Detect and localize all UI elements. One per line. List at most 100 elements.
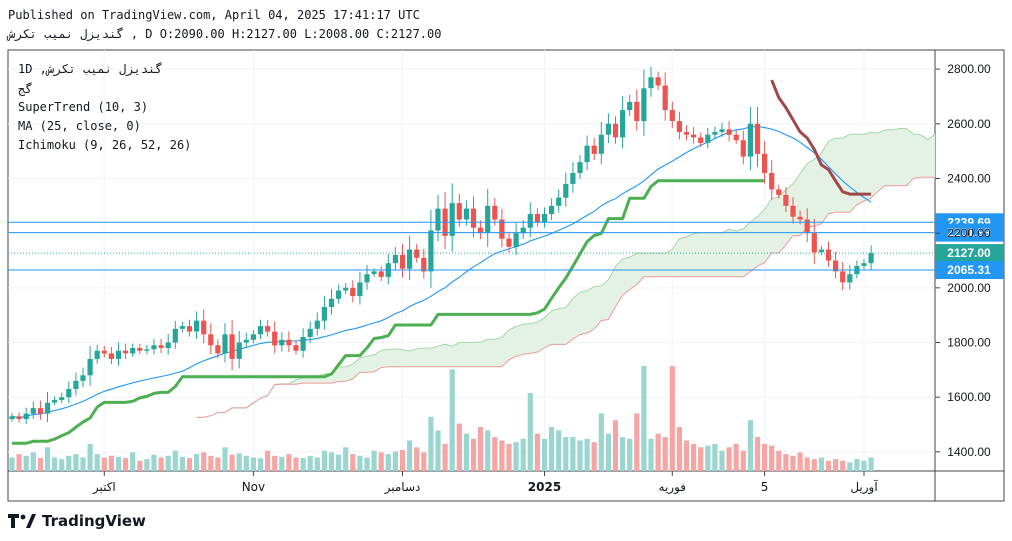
candle-body <box>776 189 782 195</box>
candle-body <box>378 271 384 277</box>
volume-bar <box>73 454 79 471</box>
volume-bar <box>293 457 299 471</box>
volume-bar <box>222 447 228 471</box>
candle-body <box>229 334 235 359</box>
candle-body <box>52 399 58 403</box>
candle-body <box>357 282 363 297</box>
candle-body <box>747 123 753 157</box>
candle-body <box>66 389 72 398</box>
volume-bar <box>818 457 824 471</box>
time-axis[interactable]: اکتبر Nov دسامبر 2025 فوریه 5 آوریل <box>92 471 878 495</box>
candle-body <box>833 260 839 272</box>
candle-body <box>499 219 505 239</box>
horizontal-price-lines <box>8 221 935 271</box>
volume-bar <box>286 454 292 471</box>
volume-bar <box>570 437 576 471</box>
candle-body <box>811 233 817 253</box>
volume-bar <box>123 458 129 471</box>
volume-bar <box>676 427 682 471</box>
volume-bar <box>747 420 753 471</box>
tradingview-logo-icon <box>8 514 36 528</box>
candle-body <box>165 342 171 348</box>
volume-bar <box>769 445 775 471</box>
volume-bar <box>648 438 654 471</box>
candle-body <box>478 227 484 234</box>
candle-body <box>513 233 519 247</box>
volume-bar <box>392 451 398 471</box>
candle-body <box>172 328 178 343</box>
volume-bar <box>37 458 43 471</box>
volume-bar <box>584 438 590 471</box>
candle-body <box>144 349 150 351</box>
candle-body <box>804 219 810 234</box>
volume-bar <box>776 450 782 471</box>
candle-body <box>59 397 65 400</box>
volume-bar <box>499 440 505 471</box>
volume-bar <box>840 460 846 471</box>
candle-body <box>208 334 214 346</box>
volume-bar <box>683 440 690 471</box>
tradingview-logo[interactable]: TradingView <box>8 512 146 530</box>
volume-bar <box>336 454 342 471</box>
volume-bar <box>399 450 406 471</box>
supertrend-line <box>12 79 872 445</box>
candle-body <box>527 214 533 228</box>
candle-body <box>648 77 654 89</box>
candle-body <box>371 271 377 275</box>
volume-bar <box>527 393 533 471</box>
volume-bar <box>421 452 427 471</box>
candle-body <box>641 88 647 122</box>
volume-bar <box>506 443 512 471</box>
volume-bar <box>172 450 178 471</box>
candle-body <box>73 380 79 389</box>
candle-body <box>123 350 129 354</box>
candle-body <box>399 255 406 269</box>
candle-body <box>336 290 342 299</box>
y-tick-label: 1600.00 <box>947 390 991 404</box>
candle-body <box>449 203 455 236</box>
volume-bar <box>179 456 185 471</box>
candle-body <box>158 345 164 348</box>
candle-body <box>577 162 583 173</box>
candle-body <box>605 123 611 135</box>
candle-body <box>634 101 640 121</box>
senkou-span-b <box>196 176 935 418</box>
legend-ichimoku[interactable]: Ichimoku (9, 26, 52, 26) <box>18 138 192 152</box>
candle-body <box>655 77 661 86</box>
candle-body <box>94 350 100 359</box>
candle-body <box>421 257 427 272</box>
volume-bar <box>236 453 242 471</box>
volume-bar <box>634 413 640 471</box>
volume-bar <box>620 437 626 471</box>
cloud-segment <box>196 128 936 418</box>
candle-body <box>840 271 846 283</box>
volume-bar <box>407 440 413 471</box>
candle-body <box>591 145 597 154</box>
volume-bar <box>16 454 22 471</box>
volume-bar <box>669 366 675 471</box>
legend-supertrend[interactable]: SuperTrend (10, 3) <box>18 100 149 114</box>
candle-body <box>762 153 768 173</box>
volume-bar <box>52 457 58 471</box>
candle-body <box>428 230 434 272</box>
price-axis[interactable]: 2239.692201.992127.002065.311400.001600.… <box>935 62 1004 459</box>
legend-symbol: 1D ,گندیزل نمیب تکرش <box>18 62 163 76</box>
legend-ma[interactable]: MA (25, close, 0) <box>18 119 141 133</box>
candle-body <box>463 208 469 220</box>
volume-bar <box>605 433 611 471</box>
supertrend-up-segment <box>12 179 765 445</box>
candle-body <box>343 287 349 291</box>
legend-exchange: گج <box>18 82 33 96</box>
volume-bar <box>80 457 86 471</box>
candle-body <box>130 348 136 354</box>
volume-bar <box>811 459 817 471</box>
volume-bar <box>783 454 789 471</box>
candle-body <box>30 408 36 414</box>
volume-bar <box>115 456 122 471</box>
candle-body <box>279 339 285 346</box>
candle-body <box>350 287 356 296</box>
volume-bar <box>733 443 739 471</box>
candle-body <box>236 342 242 359</box>
x-tick-label: Nov <box>242 480 265 494</box>
